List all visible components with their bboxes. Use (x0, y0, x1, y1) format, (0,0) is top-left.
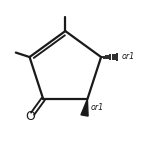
Polygon shape (81, 99, 88, 116)
Text: or1: or1 (91, 103, 104, 112)
Text: O: O (25, 111, 35, 124)
Text: or1: or1 (121, 52, 135, 61)
